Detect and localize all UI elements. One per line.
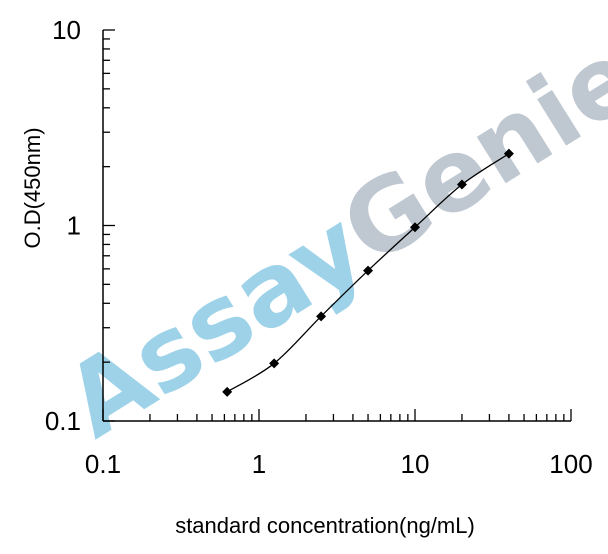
data-point [222,386,233,397]
x-tick-label: 10 [401,449,430,479]
x-tick-label: 0.1 [85,449,121,479]
data-point [269,358,280,369]
data-point [410,222,420,233]
watermark-logo: AssayGenie [46,17,608,460]
data-point [456,179,467,190]
axis-ticks: 0.1 1 10 100 0.1 1 10 [45,15,593,479]
y-tick-label: 1 [67,211,81,241]
data-point [316,311,327,322]
svg-text:AssayGenie: AssayGenie [46,17,608,460]
data-point [503,148,514,159]
x-tick-label: 1 [252,449,266,479]
data-point [363,265,374,276]
watermark-genie-text: Genie [322,17,608,287]
x-axis-label: standard concentration(ng/mL) [175,513,475,538]
y-tick-label: 0.1 [45,406,81,436]
x-tick-label: 100 [549,449,592,479]
data-series [222,148,514,397]
y-tick-label: 10 [52,15,81,45]
y-axis-label: O.D(450nm) [20,127,45,248]
